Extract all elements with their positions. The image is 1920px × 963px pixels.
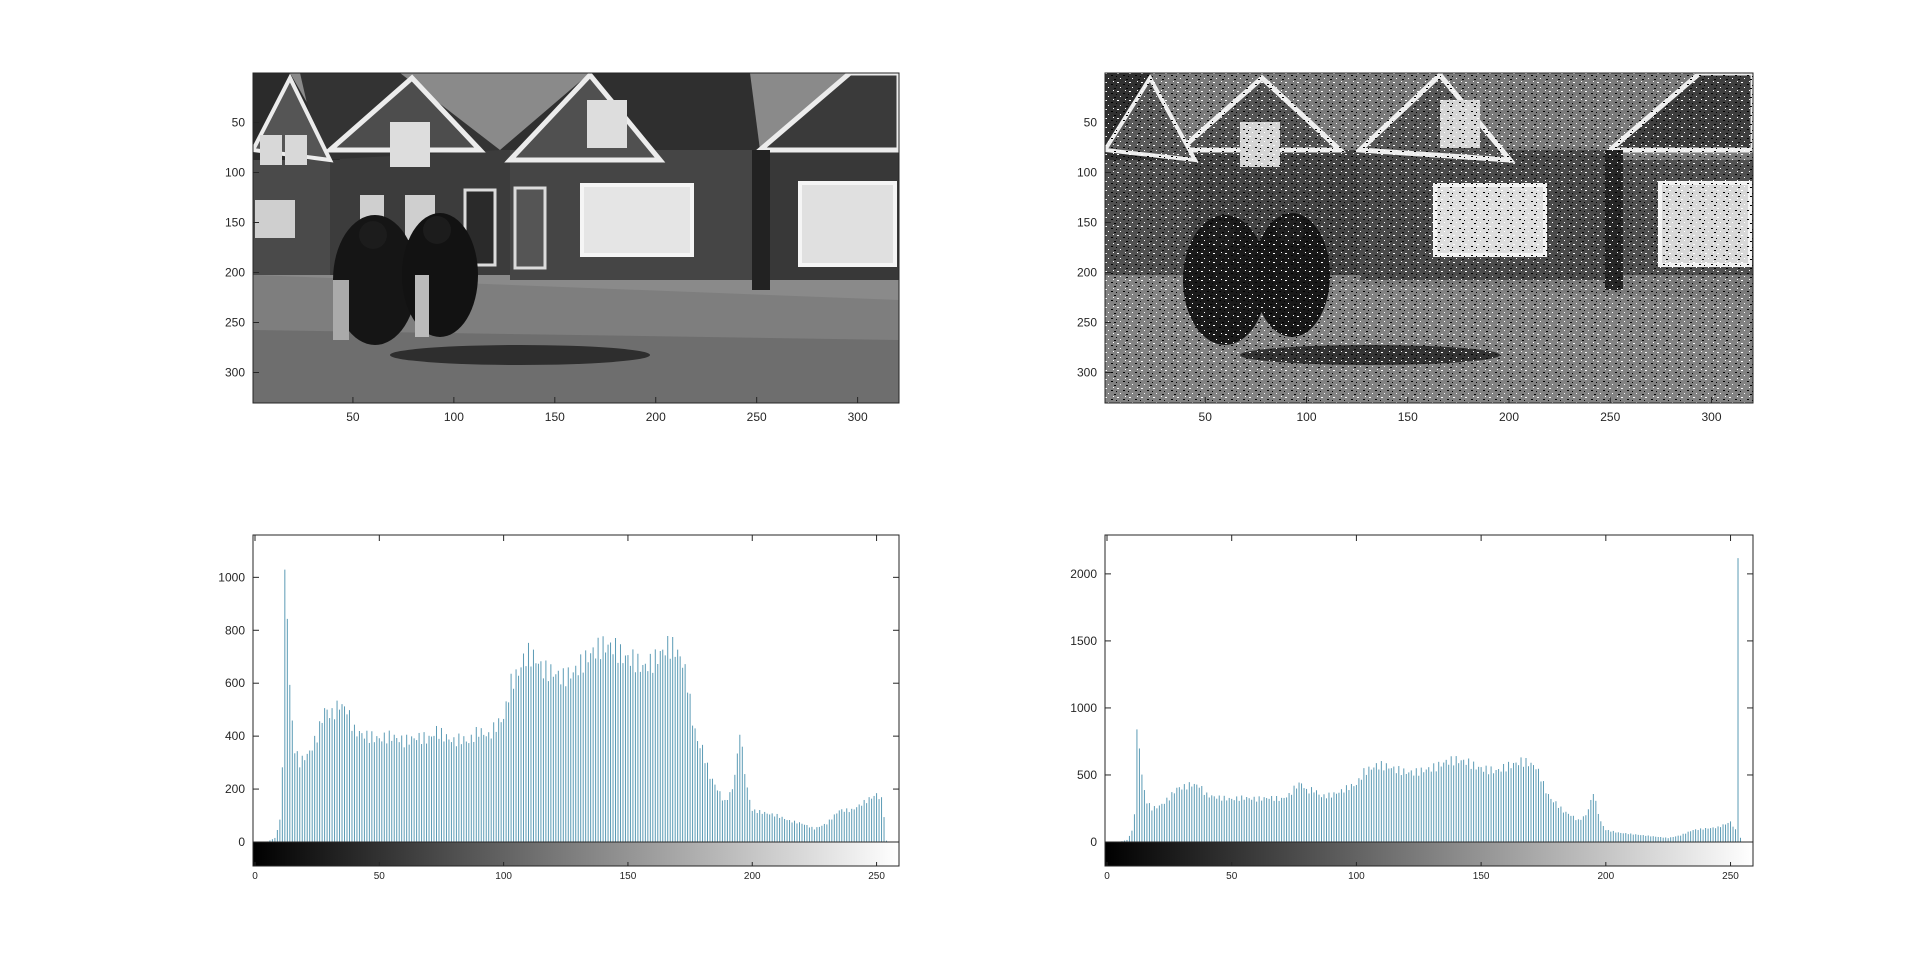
noisy-colorbar-ticks: 0 50 100 150 200 250 [1104,862,1739,882]
y-tick-label: 300 [225,366,245,380]
y-tick-label: 100 [225,166,245,180]
y-tick-label: 200 [225,266,245,280]
colorbar-tick-label: 250 [868,871,885,882]
x-tick-label: 100 [444,410,464,424]
colorbar-tick-label: 100 [495,871,512,882]
x-tick-label: 50 [1199,410,1213,424]
y-tick-label: 800 [225,623,245,637]
x-tick-label: 150 [545,410,565,424]
x-tick-label: 200 [1499,410,1519,424]
y-tick-label: 150 [225,216,245,230]
original-image-axes: 50 100 150 200 250 300 50 100 150 200 250 300 [225,72,900,425]
y-tick-label: 0 [238,835,245,849]
y-tick-label: 0 [1090,835,1097,849]
original-colorbar-ticks: 0 50 100 150 200 250 [252,862,885,882]
y-tick-label: 2000 [1070,567,1097,581]
colorbar-tick-label: 0 [252,871,258,882]
noisy-image-axes: 50 100 150 200 250 300 50 100 150 200 250 300 [1077,72,1754,425]
y-tick-label: 300 [1077,366,1097,380]
x-tick-label: 250 [747,410,767,424]
original-image-ticks: 50 100 150 200 250 300 50 100 150 200 250 300 [225,116,868,425]
y-tick-label: 100 [1077,166,1097,180]
x-tick-label: 300 [1701,410,1721,424]
original-image-frame [252,72,900,404]
y-tick-label: 1500 [1070,634,1097,648]
y-tick-label: 150 [1077,216,1097,230]
noisy-image-frame [1104,72,1754,404]
x-tick-label: 200 [646,410,666,424]
colorbar-tick-label: 100 [1348,871,1365,882]
y-tick-label: 600 [225,676,245,690]
y-tick-label: 1000 [218,570,245,584]
colorbar-tick-label: 200 [744,871,761,882]
original-photo [253,73,899,403]
colorbar-tick-label: 0 [1104,871,1110,882]
colorbar-tick-label: 250 [1722,871,1739,882]
x-tick-label: 50 [346,410,360,424]
x-tick-label: 100 [1296,410,1316,424]
y-tick-label: 1000 [1070,701,1097,715]
y-tick-label: 200 [1077,266,1097,280]
y-tick-label: 50 [232,116,246,130]
x-tick-label: 150 [1398,410,1418,424]
y-tick-label: 500 [1077,768,1097,782]
noisy-histogram-axes: 0 500 1000 1500 2000 0 50 100 150 200 250 [1070,534,1754,882]
noisy-histogram-bars [1108,558,1742,842]
colorbar-tick-label: 150 [620,871,637,882]
colorbar-tick-label: 50 [374,871,386,882]
original-histogram-bars [256,569,888,842]
x-tick-label: 250 [1600,410,1620,424]
noisy-histogram-colorbar [1104,841,1754,867]
y-tick-label: 200 [225,782,245,796]
original-histogram-axes: 0 200 400 600 800 1000 0 50 100 150 200 250 [218,534,900,882]
colorbar-tick-label: 50 [1226,871,1238,882]
noisy-image-ticks: 50 100 150 200 250 300 50 100 150 200 250 300 [1077,116,1722,425]
y-tick-label: 50 [1084,116,1098,130]
y-tick-label: 400 [225,729,245,743]
y-tick-label: 250 [1077,316,1097,330]
x-tick-label: 300 [848,410,868,424]
colorbar-tick-label: 200 [1597,871,1614,882]
y-tick-label: 250 [225,316,245,330]
original-histogram-colorbar [252,841,900,867]
colorbar-tick-label: 150 [1473,871,1490,882]
noisy-photo [1105,73,1753,403]
